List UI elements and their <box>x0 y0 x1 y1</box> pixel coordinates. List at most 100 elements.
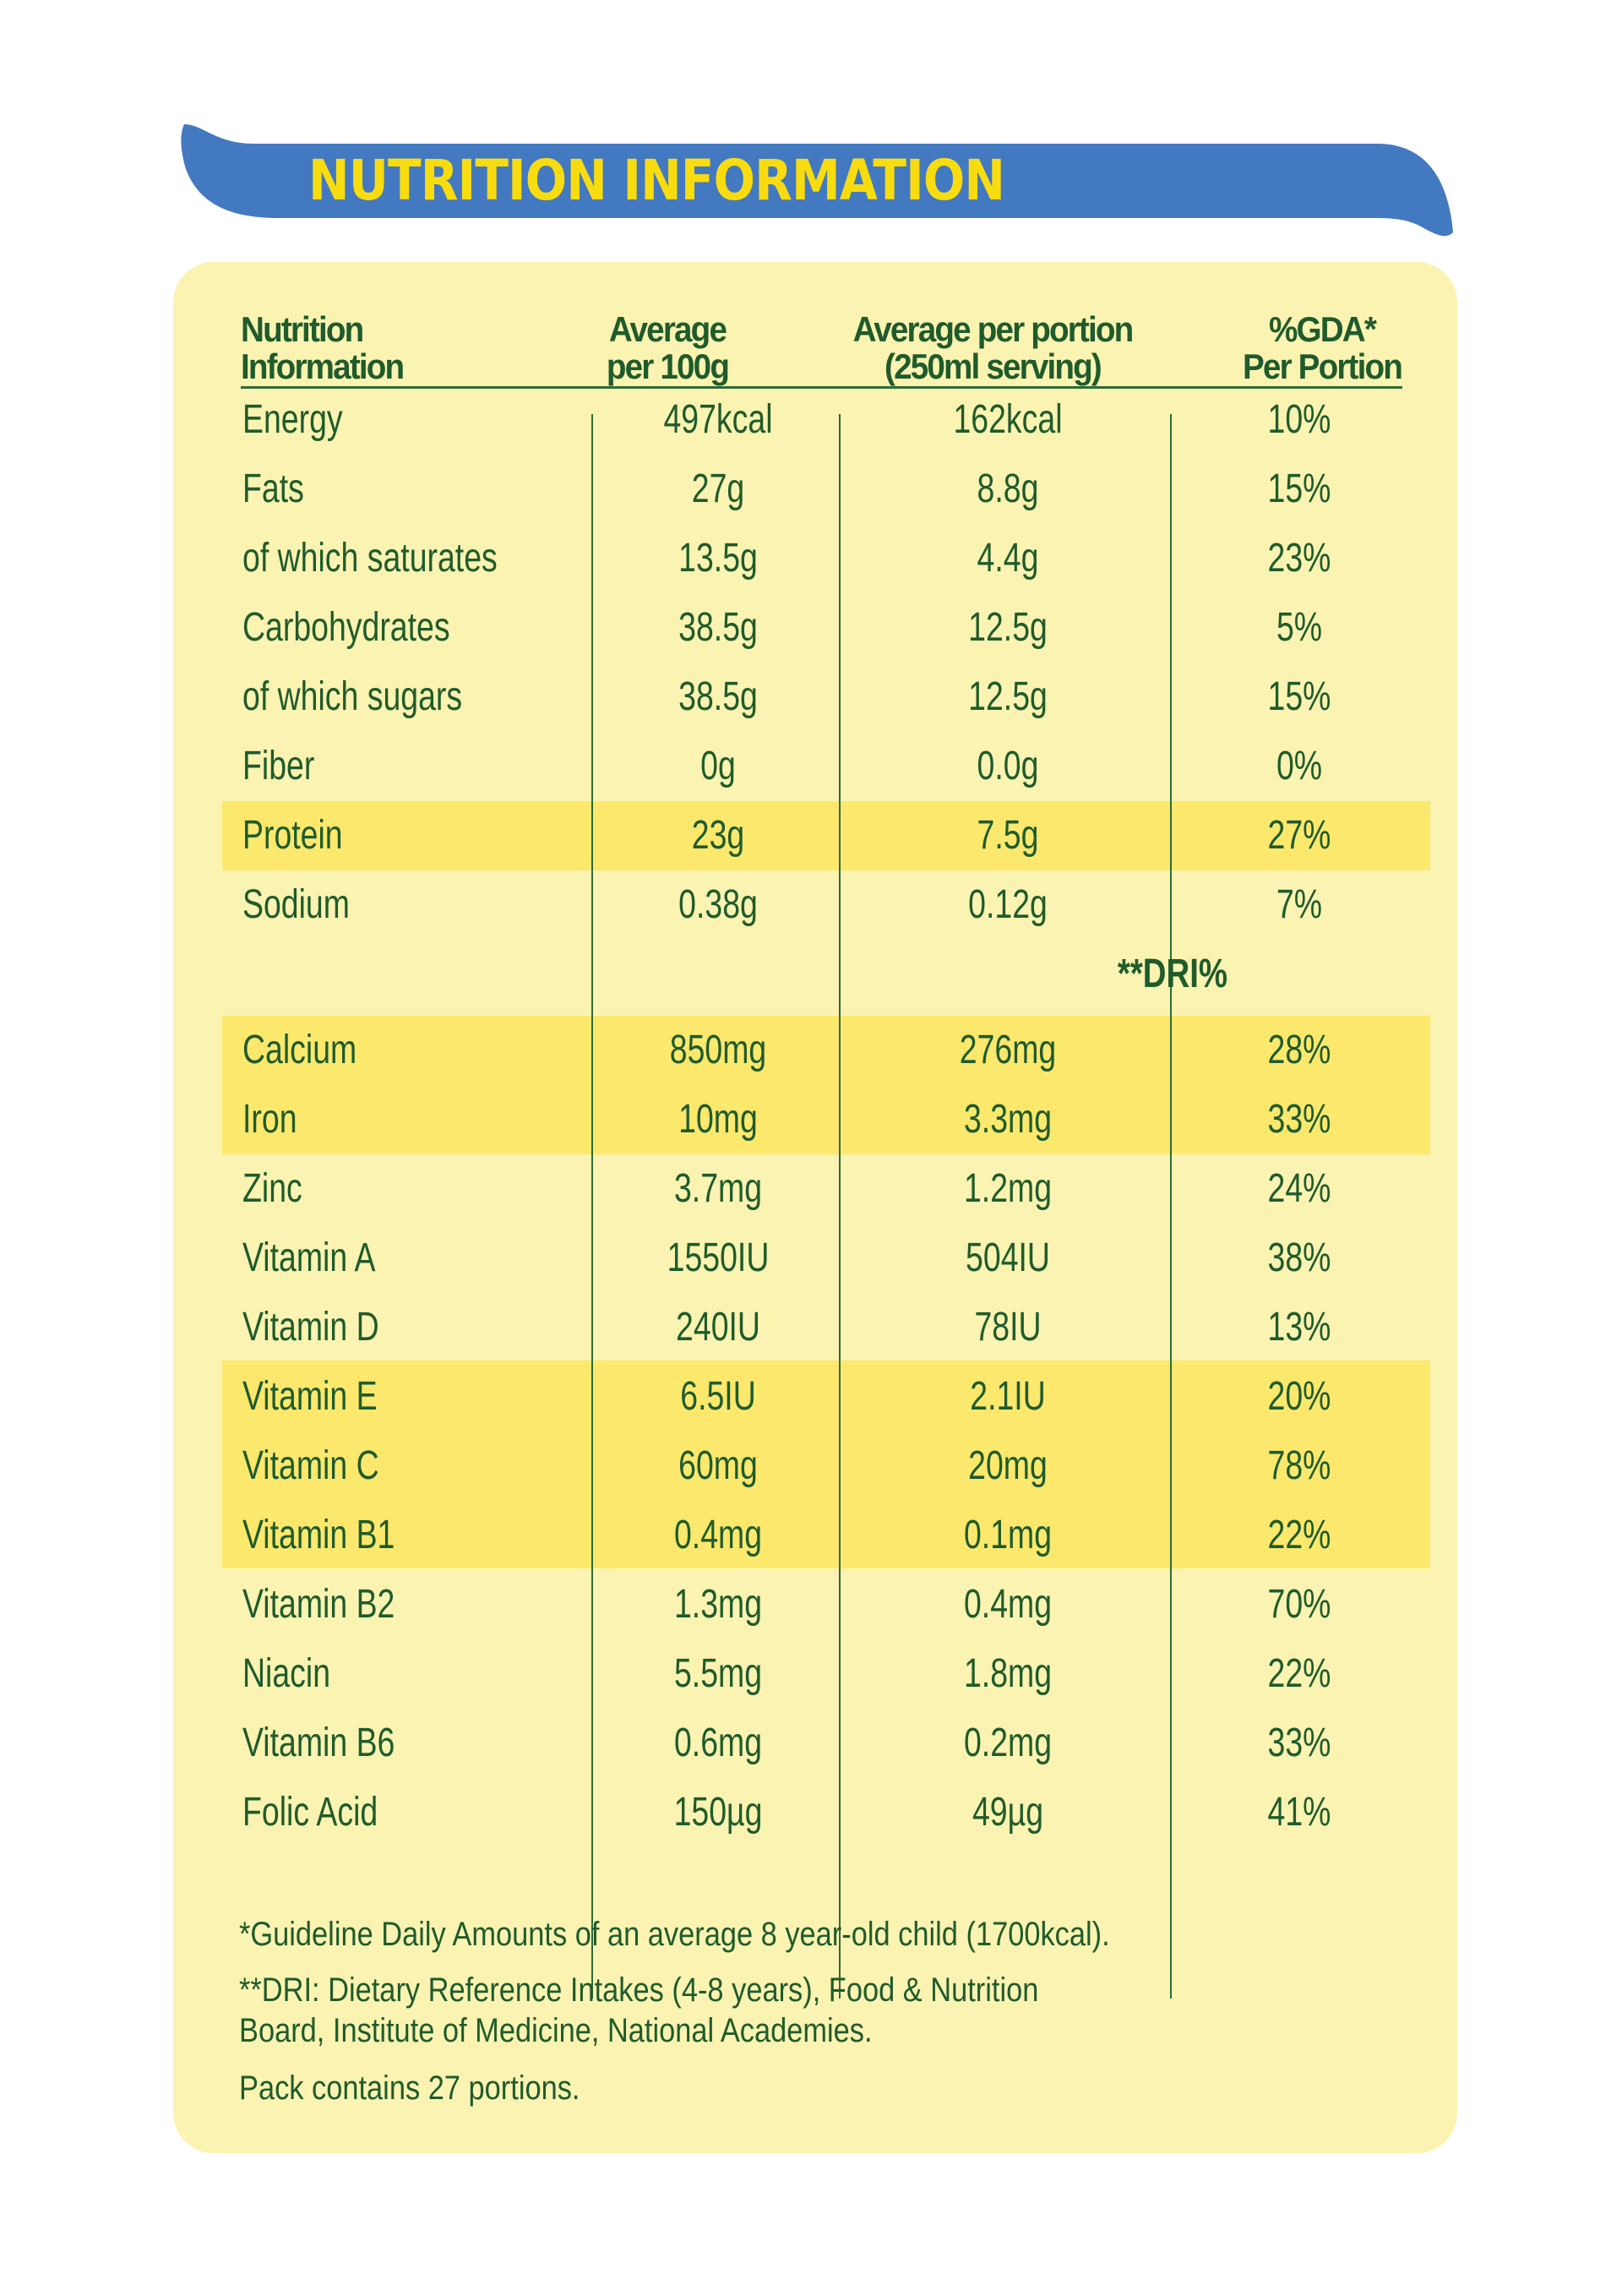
column-divider <box>839 414 841 1999</box>
header-line: Information <box>241 346 405 386</box>
per-portion-value: 276mg <box>959 1028 1057 1072</box>
table-row: Sodium 0.38g 0.12g 7% <box>173 870 1457 940</box>
table-header: Nutrition Information Average per 100g A… <box>241 287 1403 387</box>
header-line: Average per portion <box>852 309 1135 349</box>
per-portion-value: 8.8g <box>977 466 1039 511</box>
table-row: Zinc 3.7mg 1.2mg 24% <box>173 1154 1457 1224</box>
percent-value: 0% <box>1276 744 1323 788</box>
per-portion-value: 162kcal <box>953 397 1063 442</box>
per-100g-value: 497kcal <box>663 397 773 442</box>
table-row: Vitamin B6 0.6mg 0.2mg 33% <box>173 1709 1457 1778</box>
nutrient-name: Vitamin D <box>242 1305 379 1350</box>
percent-value: 20% <box>1267 1374 1331 1419</box>
table-row: Vitamin B2 1.3mg 0.4mg 70% <box>173 1570 1457 1639</box>
header-line: Average <box>608 309 727 349</box>
per-100g-value: 23g <box>691 813 745 858</box>
per-portion-value: 0.12g <box>968 882 1048 927</box>
per-portion-value: 12.5g <box>968 605 1048 650</box>
column-divider <box>1170 414 1172 1999</box>
per-100g-value: 10mg <box>678 1097 758 1142</box>
per-100g-value: 38.5g <box>678 674 758 719</box>
per-100g-value: 850mg <box>669 1028 767 1072</box>
per-100g-value: 27g <box>691 466 745 511</box>
nutrient-name: Vitamin B2 <box>242 1582 395 1627</box>
header-line: per 100g <box>606 346 730 386</box>
table-row: Vitamin B1 0.4mg 0.1mg 22% <box>173 1501 1457 1570</box>
percent-value: 10% <box>1267 397 1331 442</box>
table-row: Vitamin A 1550IU 504IU 38% <box>173 1224 1457 1293</box>
per-100g-value: 5.5mg <box>673 1651 763 1696</box>
per-portion-value: 0.2mg <box>963 1721 1053 1765</box>
table-row: Fats 27g 8.8g 15% <box>173 455 1457 524</box>
per-100g-value: 13.5g <box>678 536 758 581</box>
footnote-gda: *Guideline Daily Amounts of an average 8… <box>239 1916 1110 1953</box>
header-line: Nutrition <box>241 309 364 349</box>
per-portion-value: 12.5g <box>968 674 1048 719</box>
per-portion-value: 20mg <box>968 1443 1048 1488</box>
per-portion-value: 0.1mg <box>963 1513 1053 1557</box>
table-row: Vitamin E 6.5IU 2.1IU 20% <box>173 1362 1457 1432</box>
nutrient-name: Protein <box>242 813 343 858</box>
percent-value: 28% <box>1267 1028 1331 1072</box>
nutrient-name: Vitamin B1 <box>242 1513 395 1557</box>
percent-value: 5% <box>1276 605 1323 650</box>
per-100g-value: 0g <box>700 744 736 788</box>
nutrition-card: Nutrition Information Average per 100g A… <box>173 262 1457 2153</box>
nutrient-name: Folic Acid <box>242 1790 378 1835</box>
per-100g-value: 6.5IU <box>680 1374 756 1419</box>
header-line: (250ml serving) <box>884 346 1102 386</box>
percent-value: 33% <box>1267 1721 1331 1765</box>
percent-value: 15% <box>1267 466 1331 511</box>
per-100g-value: 1.3mg <box>673 1582 763 1627</box>
dri-label: **DRI% <box>1117 952 1228 996</box>
column-header-per-portion: Average per portion (250ml serving) <box>845 311 1140 385</box>
table-row: Folic Acid 150µg 49µg 41% <box>173 1778 1457 1847</box>
percent-value: 27% <box>1267 813 1331 858</box>
percent-value: 7% <box>1276 882 1323 927</box>
nutrient-name: Sodium <box>242 882 350 927</box>
column-divider <box>591 414 593 1999</box>
banner-shape <box>181 124 1454 237</box>
per-100g-value: 150µg <box>673 1790 763 1835</box>
table-row: Calcium 850mg 276mg 28% <box>173 1016 1457 1085</box>
header-divider <box>241 386 1402 389</box>
per-portion-value: 3.3mg <box>963 1097 1053 1142</box>
column-header-nutrient: Nutrition Information <box>241 309 405 386</box>
per-100g-value: 60mg <box>678 1443 758 1488</box>
per-100g-value: 3.7mg <box>673 1166 763 1211</box>
percent-value: 70% <box>1267 1582 1331 1627</box>
nutrient-name: Zinc <box>242 1166 302 1211</box>
footnote-pack: Pack contains 27 portions. <box>239 2070 580 2107</box>
nutrient-name: Energy <box>242 397 343 442</box>
percent-value: 15% <box>1267 674 1331 719</box>
per-100g-value: 0.6mg <box>673 1721 763 1765</box>
per-portion-value: 2.1IU <box>970 1374 1046 1419</box>
per-portion-value: 0.0g <box>977 744 1039 788</box>
table-row: of which saturates 13.5g 4.4g 23% <box>173 524 1457 593</box>
per-portion-value: 0.4mg <box>963 1582 1053 1627</box>
per-100g-value: 1550IU <box>667 1235 770 1280</box>
per-100g-value: 38.5g <box>678 605 758 650</box>
nutrient-name: Calcium <box>242 1028 357 1072</box>
table-row: of which sugars 38.5g 12.5g 15% <box>173 663 1457 732</box>
nutrient-name: Vitamin B6 <box>242 1721 395 1765</box>
percent-value: 13% <box>1267 1305 1331 1350</box>
title-banner: NUTRITION INFORMATION <box>177 123 1457 241</box>
percent-value: 23% <box>1267 536 1331 581</box>
per-portion-value: 4.4g <box>977 536 1039 581</box>
percent-value: 22% <box>1267 1513 1331 1557</box>
per-100g-value: 240IU <box>676 1305 760 1350</box>
dri-subheader-row: **DRI% <box>173 940 1457 1009</box>
nutrient-name: of which sugars <box>242 674 463 719</box>
nutrient-name: Fats <box>242 466 304 511</box>
highlight-band-minerals <box>222 1016 1430 1154</box>
percent-value: 78% <box>1267 1443 1331 1488</box>
nutrient-name: Vitamin C <box>242 1443 379 1488</box>
nutrient-name: Niacin <box>242 1651 331 1696</box>
table-row: Fiber 0g 0.0g 0% <box>173 732 1457 801</box>
per-100g-value: 0.38g <box>678 882 758 927</box>
percent-value: 33% <box>1267 1097 1331 1142</box>
footnote-dri-line1: **DRI: Dietary Reference Intakes (4-8 ye… <box>239 1972 1039 2009</box>
per-portion-value: 504IU <box>966 1235 1050 1280</box>
per-portion-value: 1.8mg <box>963 1651 1053 1696</box>
